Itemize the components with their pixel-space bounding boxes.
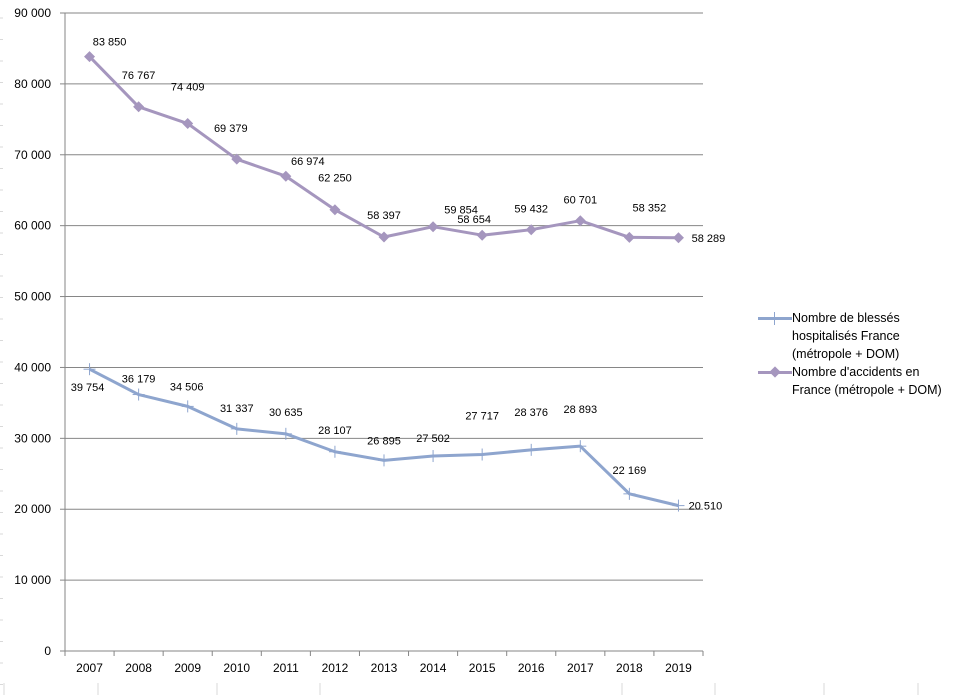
data-label: 28 893 [563,404,597,416]
data-point-diamond [378,231,390,243]
data-label: 58 352 [633,202,667,214]
y-tick-label: 0 [44,644,51,658]
data-label: 69 379 [214,123,248,135]
data-point-diamond [329,204,341,216]
data-label: 28 376 [514,407,548,419]
data-label: 62 250 [318,173,352,185]
data-label: 26 895 [367,435,401,447]
legend: Nombre de blessés hospitalisés France (m… [758,309,963,399]
y-tick-label: 60 000 [14,219,51,233]
data-point-plus [279,427,292,440]
x-tick-label: 2017 [567,661,594,675]
x-tick-label: 2018 [616,661,643,675]
data-label: 60 701 [563,195,597,207]
data-point-plus [230,422,243,435]
y-tick-label: 20 000 [14,502,51,516]
data-point-diamond [133,101,145,113]
data-point-plus [83,363,96,376]
x-tick-label: 2009 [174,661,201,675]
x-tick-label: 2015 [469,661,496,675]
y-tick-label: 90 000 [14,6,51,20]
legend-label-blesses-line2: hospitalisés France [792,329,900,343]
data-point-plus [672,499,685,512]
x-tick-label: 2011 [273,661,299,675]
y-tick-labels: 0 10 000 20 000 30 000 40 000 50 000 60 000 70 … [14,6,51,658]
data-point-plus [427,450,440,463]
data-label: 22 169 [613,465,647,477]
data-label: 58 289 [692,233,726,245]
data-label: 59 432 [514,204,548,216]
x-tick-label: 2010 [223,661,250,675]
data-label: 76 767 [122,70,156,82]
data-point-plus [525,443,538,456]
legend-label-accidents-line1: Nombre d'accidents en [792,365,920,379]
y-tick-label: 30 000 [14,431,51,445]
data-point-diamond [574,215,586,227]
plus-marker-icon [774,312,775,325]
data-point-plus [328,445,341,458]
y-tick-label: 70 000 [14,148,51,162]
x-tick-label: 2016 [518,661,545,675]
diamond-marker-icon [769,366,781,378]
legend-item-blesses: Nombre de blessés hospitalisés France (m… [758,309,963,363]
axes [64,13,704,656]
data-label: 27 502 [416,433,450,445]
y-tick-label: 10 000 [14,573,51,587]
spreadsheet-background-grid [0,17,919,695]
data-point-plus [132,388,145,401]
legend-item-accidents: Nombre d'accidents en France (métropole … [758,363,963,399]
gridlines [60,12,703,652]
data-label: 58 397 [367,210,401,222]
x-tick-label: 2007 [76,661,103,675]
data-point-diamond [231,153,243,165]
data-label: 30 635 [269,407,303,419]
data-labels: 39 754 36 179 34 506 31 337 30 635 28 107 26 8… [71,37,726,513]
data-point-plus [181,400,194,413]
x-tick-label: 2014 [420,661,447,675]
series-group [83,51,685,512]
data-label: 36 179 [122,374,156,386]
data-label: 58 654 [457,214,491,226]
data-point-diamond [476,229,488,241]
data-label: 34 506 [170,381,204,393]
data-point-diamond [84,51,96,63]
data-point-diamond [672,232,684,244]
data-point-plus [623,487,636,500]
legend-swatch-blesses [758,317,792,320]
y-tick-label: 80 000 [14,77,51,91]
data-label: 20 510 [689,501,723,513]
data-point-plus [574,440,587,453]
data-point-plus [476,448,489,461]
x-tick-labels: 2007 2008 2009 2010 2011 2012 2013 2014 2015 2016… [76,661,692,675]
legend-label-blesses-line1: Nombre de blessés [792,311,900,325]
data-point-diamond [280,170,292,182]
data-label: 83 850 [93,37,127,49]
data-label: 28 107 [318,425,352,437]
x-tick-label: 2019 [665,661,692,675]
data-point-diamond [623,231,635,243]
data-label: 59 854 [444,205,478,217]
legend-label-accidents-line2: France (métropole + DOM) [792,383,942,397]
data-label: 66 974 [291,156,325,168]
data-label: 39 754 [71,382,105,394]
data-label: 31 337 [220,403,254,415]
y-tick-label: 40 000 [14,360,51,374]
data-label: 27 717 [465,411,499,423]
legend-label-blesses-line3: (métropole + DOM) [792,347,900,361]
data-label: 74 409 [171,82,205,94]
data-point-plus [378,454,390,467]
x-tick-label: 2008 [125,661,152,675]
data-point-diamond [427,221,439,233]
x-tick-label: 2013 [371,661,398,675]
data-point-diamond [525,224,537,236]
x-tick-label: 2012 [322,661,349,675]
y-tick-label: 50 000 [14,290,51,304]
data-point-diamond [182,118,194,130]
